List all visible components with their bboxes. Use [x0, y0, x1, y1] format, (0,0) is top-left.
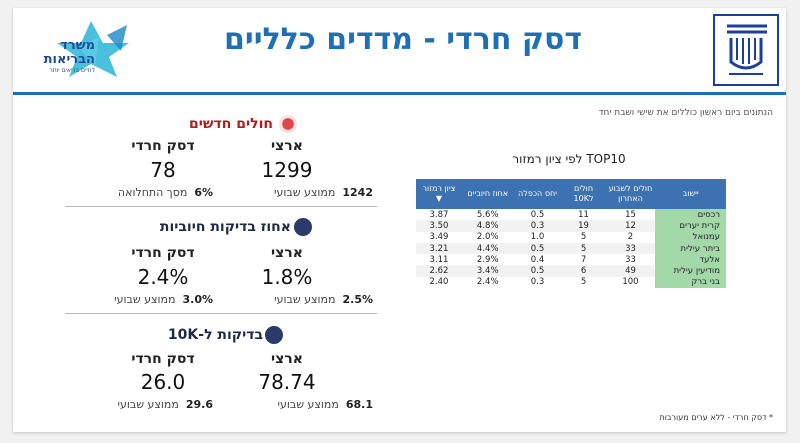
section-title-new-cases: חולים חדשים	[189, 116, 273, 132]
header: משרד הבריאות לחיים בריאים יותר דסק חרדי -…	[13, 8, 786, 92]
header-divider	[13, 92, 786, 95]
haredi-tests-per-10k-value: 26.0	[140, 370, 186, 394]
emblem-logo	[713, 14, 779, 86]
national-positive-rate-value: 1.8%	[261, 265, 313, 289]
haredi-label: דסק חרדי	[131, 351, 195, 367]
section-title-tests-per-10k: בדיקות ל-10K	[167, 327, 263, 343]
table-row: עמנואל 2 5 1.0 2.0% 3.49	[416, 231, 726, 243]
haredi-label: דסק חרדי	[131, 245, 195, 261]
test-tubes-icon	[294, 218, 312, 236]
emblem-icon	[727, 24, 767, 75]
column-header-positive-rate[interactable]: אחוז חיוביים	[461, 179, 514, 209]
column-header-traffic-light-score[interactable]: ציון רמזור ▼	[416, 179, 462, 209]
data-note: הנתונים ביום ראשון כוללים את שישי ושבת י…	[598, 108, 773, 118]
table-row: ביתר עילית 33 5 0.5 4.4% 3.21	[416, 242, 726, 255]
national-new-cases-value: 1299	[261, 158, 313, 182]
column-header-town[interactable]: יישוב	[655, 179, 726, 209]
table-header-row: יישוב חולים לשבוע האחרון חולים ל10K יחס …	[416, 179, 726, 209]
top10-table-title: TOP10 לפי ציון רמזור	[512, 152, 626, 166]
star-icon	[57, 21, 129, 77]
table-row: מודיעין עילית 49 6 0.5 3.4% 2.62	[416, 265, 726, 277]
national-weekly-avg: 2.5% ממוצע שבועי	[274, 293, 373, 306]
dashboard-card: משרד הבריאות לחיים בריאים יותר דסק חרדי -…	[13, 8, 786, 432]
national-label: ארצי	[271, 138, 303, 154]
section-title-positive-rate: אחוז בדיקות חיוביות	[159, 219, 291, 235]
ministry-logo-tagline: לחיים בריאים יותר	[49, 67, 95, 74]
ministry-logo-text: משרד הבריאות	[43, 38, 95, 67]
virus-icon	[279, 115, 297, 133]
national-tests-per-10k-value: 78.74	[258, 370, 316, 394]
haredi-share-of-cases: 6% מסך התחלואה	[117, 186, 213, 199]
footnote: * דסק חרדי - ללא ערים מעורבות	[659, 413, 773, 422]
national-weekly-avg: 68.1 ממוצע שבועי	[277, 398, 373, 411]
national-label: ארצי	[271, 245, 303, 261]
table-row: רכסים 15 11 0.5 5.6% 3.87	[416, 209, 726, 221]
haredi-positive-rate-value: 2.4%	[137, 265, 189, 289]
haredi-new-cases-value: 78	[150, 158, 176, 182]
haredi-label: דסק חרדי	[131, 138, 195, 154]
column-header-doubling-ratio[interactable]: יחס הכפלה	[513, 179, 562, 209]
page-title: דסק חרדי - מדדים כלליים	[223, 22, 583, 57]
haredi-weekly-avg: 3.0% ממוצע שבועי	[114, 293, 213, 306]
national-weekly-avg: 1242 ממוצע שבועי	[274, 186, 373, 199]
table-row: בני ברק 100 5 0.3 2.4% 2.40	[416, 276, 726, 289]
sort-desc-icon[interactable]: ▼	[435, 194, 443, 203]
section-divider	[65, 313, 377, 314]
people-icon	[265, 326, 283, 344]
column-header-weekly-cases[interactable]: חולים לשבוע האחרון	[605, 179, 656, 209]
section-divider	[65, 206, 377, 207]
top10-table: יישוב חולים לשבוע האחרון חולים ל10K יחס …	[416, 179, 726, 289]
table-row: קרית יערים 12 19 0.3 4.8% 3.50	[416, 220, 726, 232]
haredi-weekly-avg: 29.6 ממוצע שבועי	[117, 398, 213, 411]
table-row: אלעד 33 7 0.4 2.9% 3.11	[416, 254, 726, 266]
column-header-cases-per-10k[interactable]: חולים ל10K	[561, 179, 606, 209]
ministry-logo: משרד הבריאות לחיים בריאים יותר	[29, 17, 149, 79]
national-label: ארצי	[271, 351, 303, 367]
